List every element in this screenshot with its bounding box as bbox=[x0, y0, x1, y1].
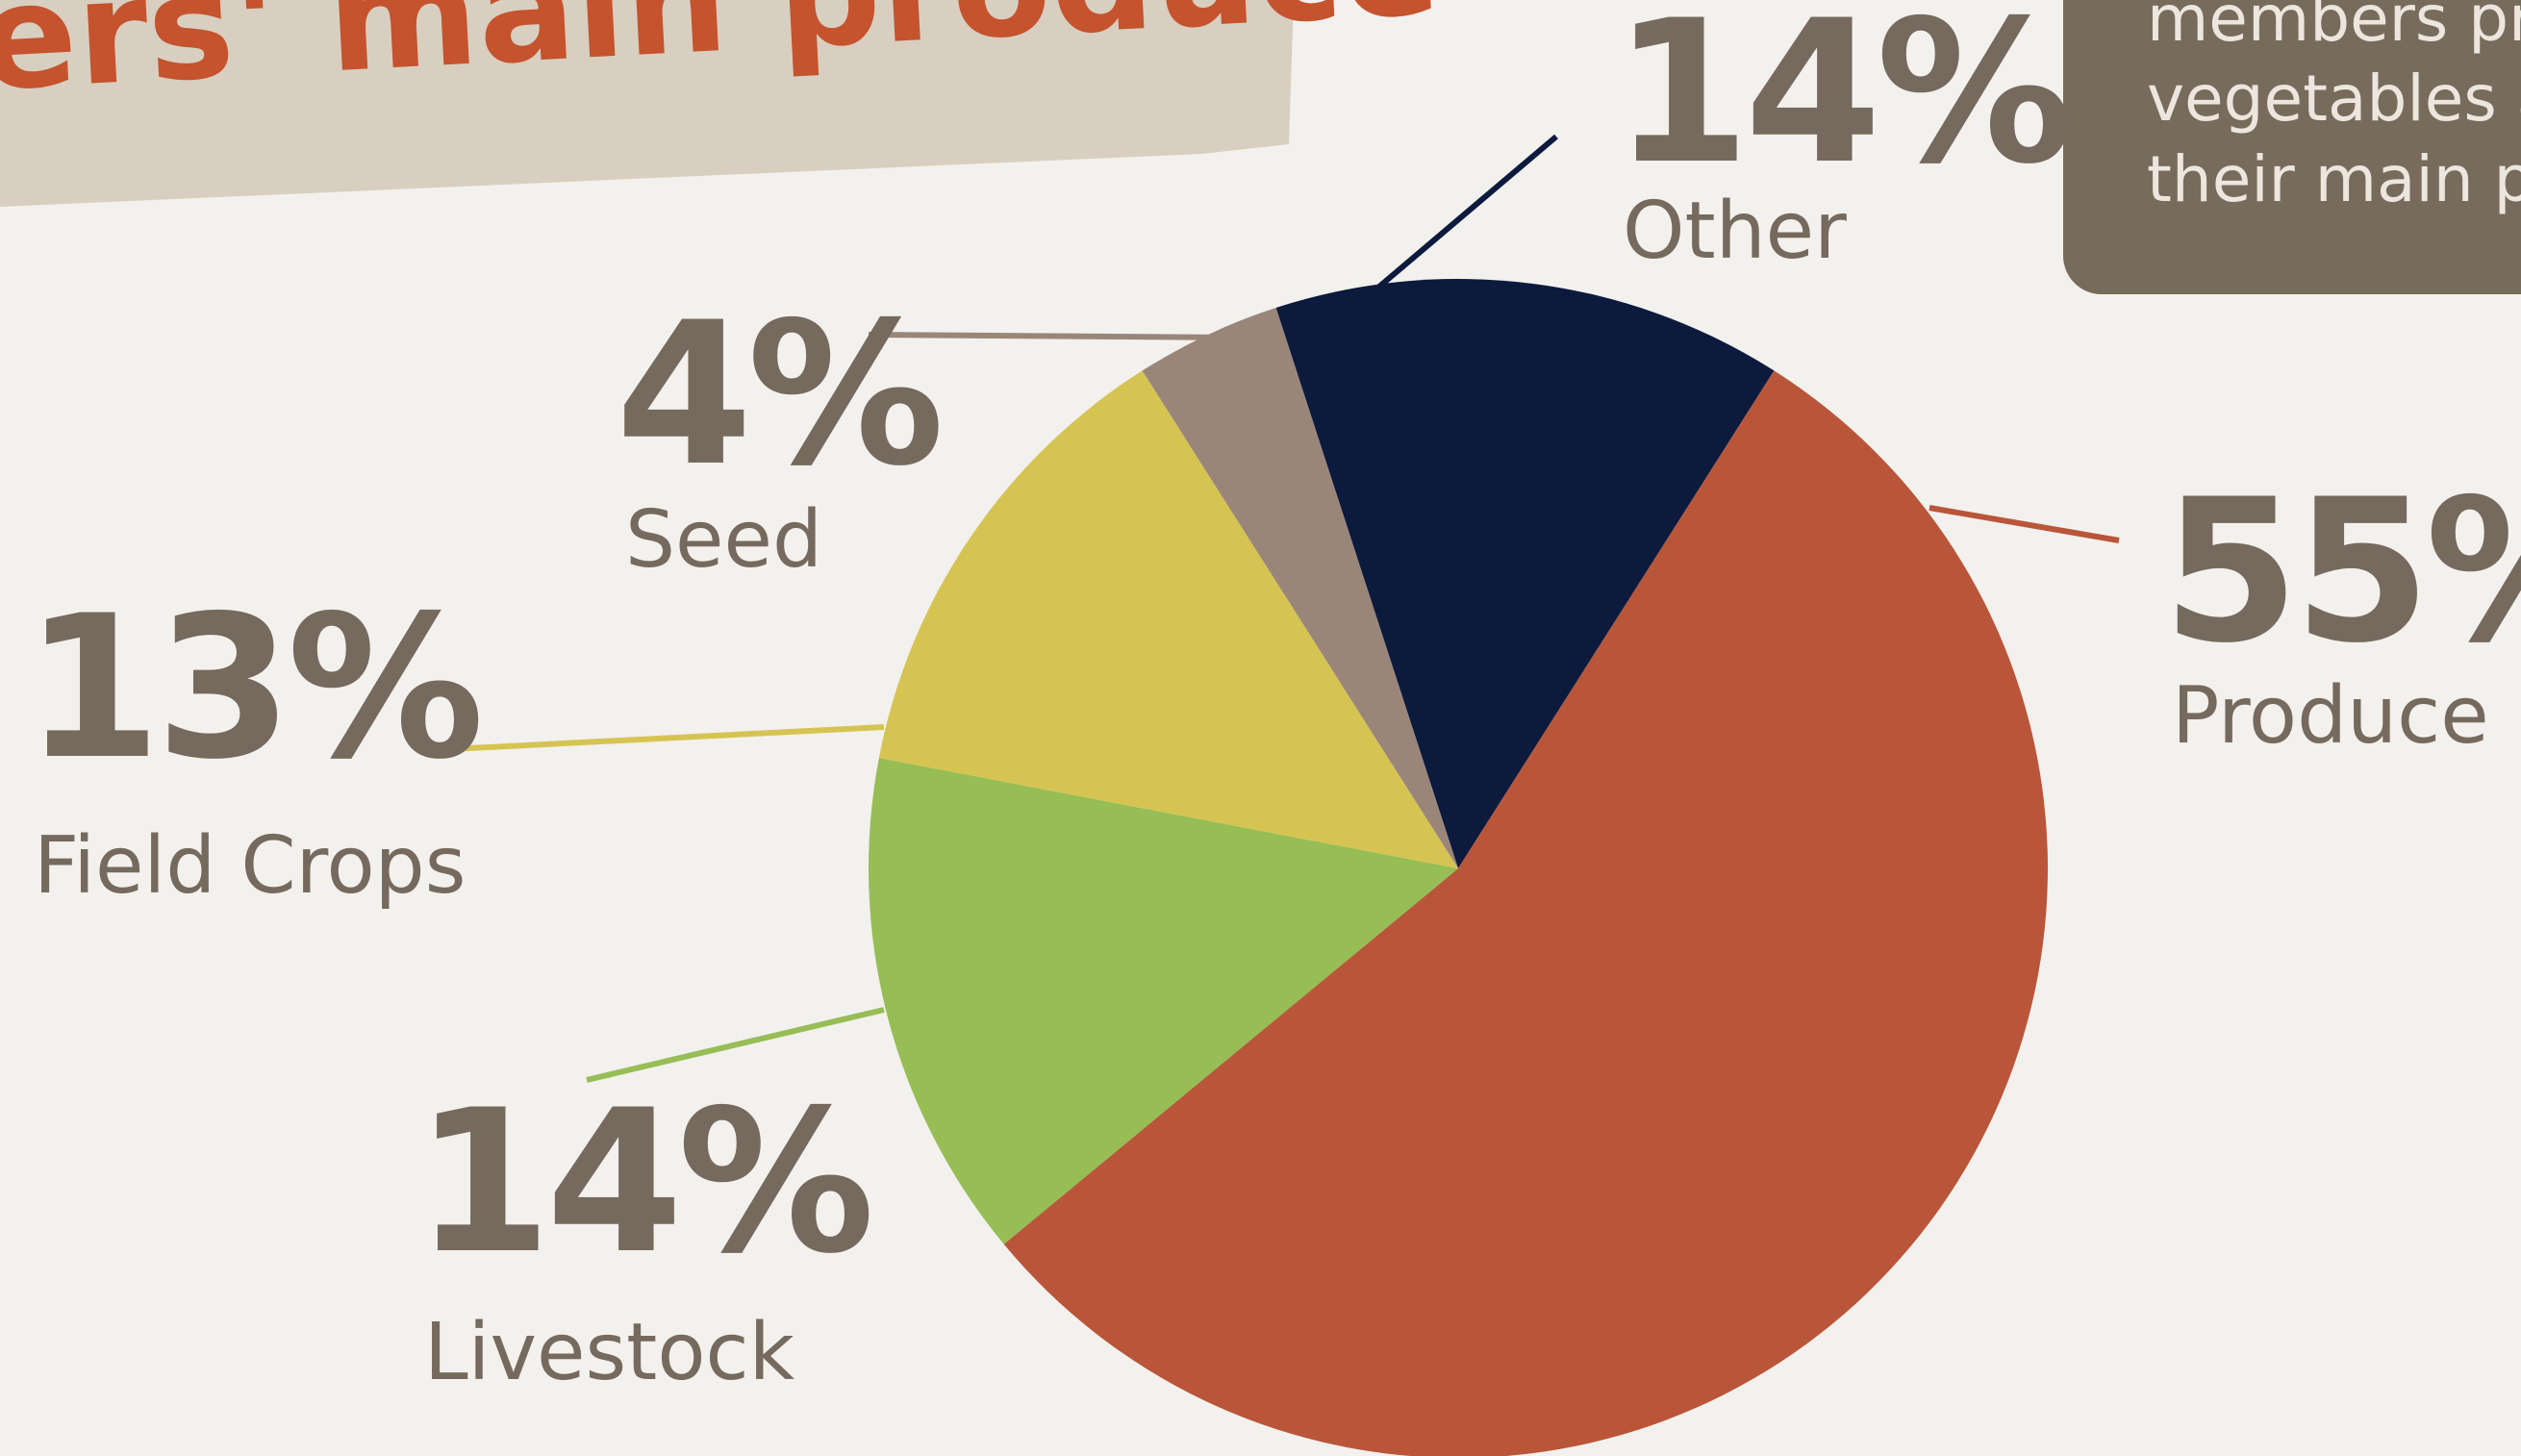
note-line: members pro bbox=[2147, 0, 2521, 56]
note-line: their main pr bbox=[2147, 142, 2521, 216]
value-label: 55% bbox=[2162, 458, 2521, 687]
value-label: 4% bbox=[616, 281, 939, 510]
value-label: 13% bbox=[24, 574, 479, 803]
value-label: 14% bbox=[415, 1068, 870, 1297]
value-label: 14% bbox=[1613, 0, 2068, 208]
category-label: Other bbox=[1623, 186, 1847, 277]
category-label: Produce bbox=[2172, 670, 2489, 762]
category-label: Livestock bbox=[424, 1307, 795, 1398]
category-label: Seed bbox=[625, 494, 822, 586]
category-label: Field Crops bbox=[34, 820, 466, 912]
infographic: ers' main produce members pro vegetables… bbox=[0, 0, 2521, 1456]
note-line: vegetables an bbox=[2147, 62, 2521, 136]
